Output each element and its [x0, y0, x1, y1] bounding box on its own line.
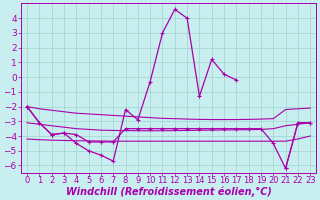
X-axis label: Windchill (Refroidissement éolien,°C): Windchill (Refroidissement éolien,°C) — [66, 186, 272, 197]
